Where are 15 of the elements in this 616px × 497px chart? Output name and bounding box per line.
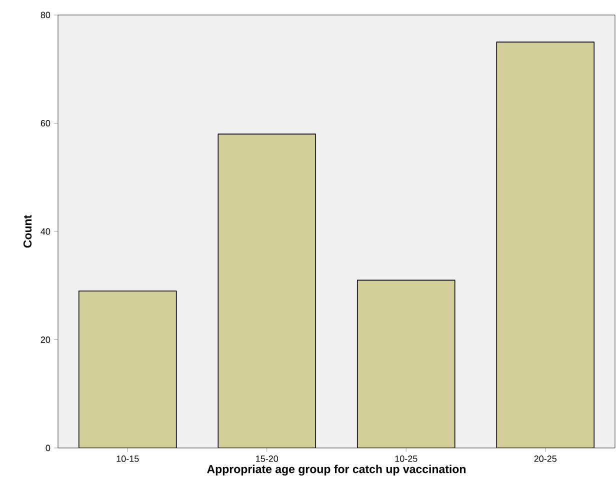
y-tick-label: 20 bbox=[40, 336, 50, 343]
bar bbox=[356, 280, 456, 448]
y-tick-label: 0 bbox=[46, 444, 50, 452]
y-tick-label: 80 bbox=[40, 12, 50, 18]
x-tick-label: 10-15 bbox=[116, 456, 139, 462]
x-tick-label: 15-20 bbox=[256, 456, 278, 462]
bar bbox=[218, 134, 316, 448]
y-axis-title: Count bbox=[23, 215, 32, 248]
y-tick-label: 60 bbox=[40, 120, 50, 126]
y-tick-label: 40 bbox=[40, 228, 50, 235]
x-axis-title: Appropriate age group for catch up vaccination bbox=[207, 464, 466, 476]
bar bbox=[78, 290, 177, 448]
x-tick-label: 10-25 bbox=[395, 456, 418, 462]
x-tick-label: 20-25 bbox=[534, 456, 556, 462]
bar bbox=[496, 42, 595, 448]
